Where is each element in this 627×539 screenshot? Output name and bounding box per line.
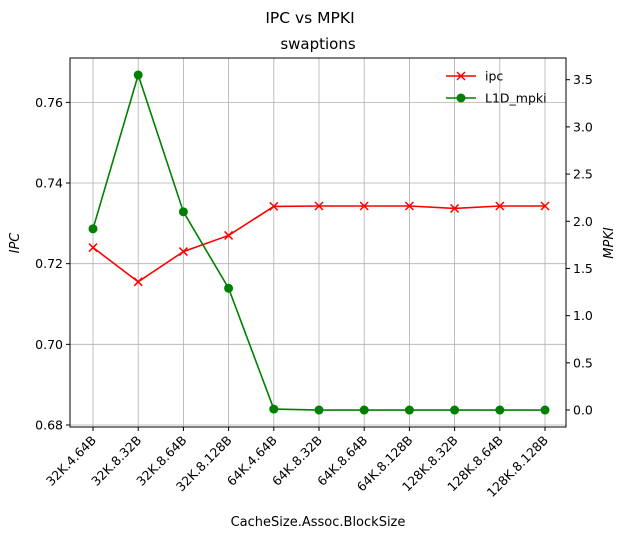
data-point-L1D_mpki	[359, 405, 369, 415]
plot-frame	[69, 57, 567, 428]
y-left-tick-label: 0.68	[35, 417, 63, 432]
data-point-ipc	[495, 201, 505, 211]
y-right-tick-label: 0.5	[573, 355, 593, 370]
y-axis-left-label: IPC	[8, 232, 23, 254]
legend-label: L1D_mpki	[485, 91, 547, 106]
y-right-tick-label: 1.0	[573, 308, 593, 323]
data-point-ipc	[88, 243, 98, 253]
legend-marker	[456, 93, 466, 103]
data-point-ipc	[224, 230, 234, 240]
y-right-tick-label: 1.5	[573, 261, 593, 276]
data-point-ipc	[359, 201, 369, 211]
y-right-tick-label: 0.0	[573, 403, 593, 418]
legend-label: ipc	[485, 69, 503, 84]
y-axis-right: 0.0 0.5 1.0 1.5 2.0 2.5 3.0 3.5	[566, 72, 593, 418]
data-point-L1D_mpki	[404, 405, 414, 415]
data-point-L1D_mpki	[495, 405, 505, 415]
x-axis-label: CacheSize.Assoc.BlockSize	[231, 515, 406, 530]
legend: ipc L1D_mpki	[446, 69, 547, 106]
y-left-tick-label: 0.70	[35, 337, 63, 352]
y-left-tick-label: 0.76	[35, 95, 63, 110]
data-point-ipc	[133, 277, 143, 287]
data-point-ipc	[404, 201, 414, 211]
data-point-L1D_mpki	[133, 70, 143, 80]
data-point-ipc	[540, 201, 550, 211]
y-left-tick-label: 0.74	[35, 176, 63, 191]
data-point-L1D_mpki	[88, 224, 98, 234]
data-point-ipc	[314, 201, 324, 211]
chart-subtitle: swaptions	[280, 35, 356, 53]
chart-title: IPC vs MPKI	[265, 9, 354, 27]
y-axis-right-label: MPKI	[602, 227, 617, 259]
data-point-ipc	[269, 201, 279, 211]
y-axis-left: 0.68 0.70 0.72 0.74 0.76	[35, 95, 70, 432]
series-layer	[88, 70, 550, 415]
y-right-tick-label: 2.0	[573, 214, 593, 229]
data-point-L1D_mpki	[450, 405, 460, 415]
data-point-ipc	[178, 247, 188, 257]
x-axis: 32K.4.64B32K.8.32B32K.8.64B32K.8.128B64K…	[43, 427, 551, 500]
data-point-L1D_mpki	[269, 404, 279, 414]
data-point-L1D_mpki	[178, 207, 188, 217]
data-point-L1D_mpki	[540, 405, 550, 415]
y-right-tick-label: 2.5	[573, 167, 593, 182]
y-right-tick-label: 3.5	[573, 72, 593, 87]
y-right-tick-label: 3.0	[573, 119, 593, 134]
data-point-L1D_mpki	[314, 405, 324, 415]
data-point-ipc	[450, 203, 460, 213]
legend-marker	[456, 71, 466, 81]
data-point-L1D_mpki	[224, 283, 234, 293]
y-left-tick-label: 0.72	[35, 256, 63, 271]
grid-lines	[70, 58, 566, 427]
